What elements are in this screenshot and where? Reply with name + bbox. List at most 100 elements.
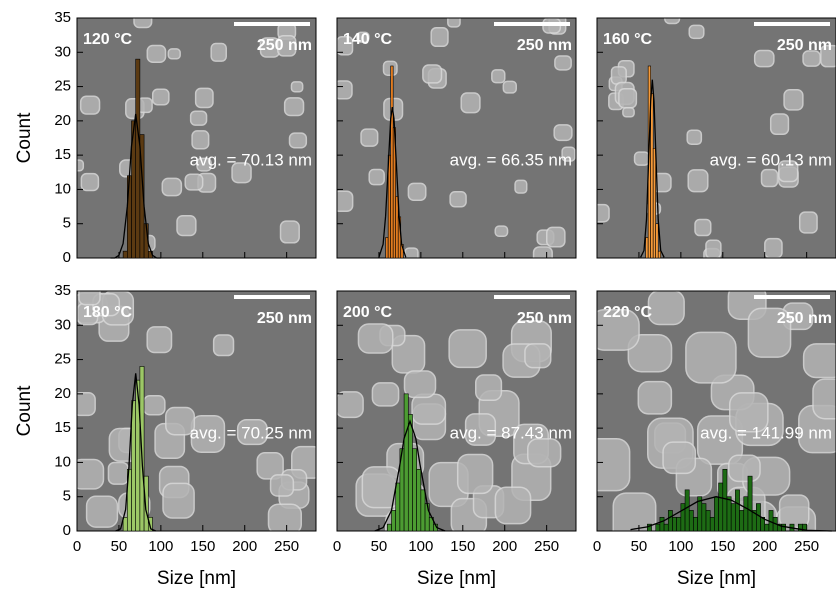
panel-title: 200 °C — [343, 304, 393, 321]
particle — [637, 380, 673, 415]
sem-image — [77, 18, 316, 258]
histogram-bar — [412, 448, 417, 532]
histogram-bar — [420, 489, 426, 532]
particle — [494, 486, 532, 525]
sem-image — [337, 291, 576, 531]
annotation: avg. = 141.99 nm — [700, 423, 832, 442]
particle — [210, 42, 227, 62]
frame — [596, 17, 836, 259]
scale-bar-label: 250 nm — [517, 310, 572, 327]
particle — [191, 130, 210, 150]
particle — [686, 129, 703, 146]
particle — [283, 97, 305, 117]
histogram-bar — [735, 489, 740, 532]
panel-title: 160 °C — [603, 31, 653, 48]
sem-image — [77, 291, 316, 531]
particle — [812, 378, 836, 420]
particle — [80, 172, 100, 192]
histogram-bar — [743, 496, 749, 532]
x-axis-label: Size [nm] — [677, 568, 756, 589]
particle — [647, 291, 685, 326]
particle — [456, 453, 494, 495]
panel-title: 140 °C — [343, 31, 393, 48]
particle — [662, 441, 697, 475]
particle — [802, 343, 836, 379]
histogram-bar — [403, 393, 409, 532]
histogram-bar — [688, 510, 694, 532]
histogram-bar — [726, 496, 732, 532]
particle — [288, 132, 308, 149]
sem-image — [597, 18, 836, 258]
particle — [553, 124, 573, 142]
particle — [85, 495, 119, 528]
histogram-bar — [663, 523, 669, 532]
sem-image — [337, 18, 576, 258]
y-tick-label: 30 — [54, 43, 71, 60]
x-tick-label: 150 — [710, 538, 735, 555]
histogram-bar — [143, 475, 149, 532]
particle — [783, 88, 804, 111]
fit-curve — [630, 496, 832, 532]
particle — [422, 64, 443, 84]
particle — [231, 162, 252, 184]
histogram-bar — [390, 65, 394, 259]
particle — [627, 333, 673, 373]
fit-curve — [115, 373, 157, 532]
x-tick-label: 50 — [111, 538, 128, 555]
histogram-bar — [802, 523, 807, 532]
particle — [404, 247, 419, 258]
histogram-bar — [395, 482, 401, 532]
histogram-bar — [655, 223, 659, 259]
particle — [561, 146, 576, 162]
particle — [107, 461, 129, 485]
histogram-bar — [756, 503, 761, 532]
particle — [357, 323, 394, 354]
histogram-bar — [722, 468, 728, 532]
particle — [184, 173, 204, 191]
x-tick-label: 150 — [450, 538, 475, 555]
x-tick-label: 50 — [371, 538, 388, 555]
particle — [449, 191, 467, 208]
particle — [687, 169, 709, 193]
particle — [161, 177, 183, 197]
histogram-bar — [645, 237, 649, 259]
particle — [194, 87, 214, 109]
y-tick-label: 5 — [63, 215, 71, 232]
panel: 0 5 10 15 20 25 30 35 120 °C 250 nm avg. = 70.13 n… — [14, 9, 317, 266]
particle — [491, 69, 506, 84]
particle — [403, 370, 437, 399]
particle — [196, 157, 212, 172]
sem-image — [597, 291, 836, 531]
y-tick-label: 20 — [54, 112, 71, 129]
particle — [597, 437, 631, 492]
particle — [430, 26, 449, 48]
fit-curve — [110, 113, 161, 259]
histogram-bar — [385, 237, 389, 259]
histogram-bar — [705, 510, 711, 532]
x-tick-label: 250 — [794, 538, 819, 555]
annotation: avg. = 66.35 nm — [450, 150, 572, 169]
histogram-bar — [122, 250, 128, 259]
y-axis-label: Count — [14, 385, 35, 436]
annotation: avg. = 87.43 nm — [450, 423, 572, 442]
x-tick-label: 200 — [752, 538, 777, 555]
y-tick-label: 10 — [54, 180, 71, 197]
histogram-bar — [647, 523, 652, 532]
particle — [502, 80, 517, 94]
y-tick-label: 35 — [54, 282, 71, 299]
annotation: avg. = 70.13 nm — [190, 150, 312, 169]
y-tick-label: 0 — [63, 522, 71, 539]
histogram-bar — [655, 523, 661, 532]
particle — [236, 419, 268, 446]
y-tick-label: 15 — [54, 419, 71, 436]
particle — [79, 95, 101, 115]
histogram-bar — [693, 516, 698, 532]
x-tick-label: 250 — [274, 538, 299, 555]
x-tick-label: 200 — [232, 538, 257, 555]
histogram-bar — [131, 400, 137, 532]
particle — [618, 88, 638, 109]
particle — [189, 110, 208, 126]
x-axis-label: Size [nm] — [417, 568, 496, 589]
histogram-bar — [139, 134, 145, 259]
